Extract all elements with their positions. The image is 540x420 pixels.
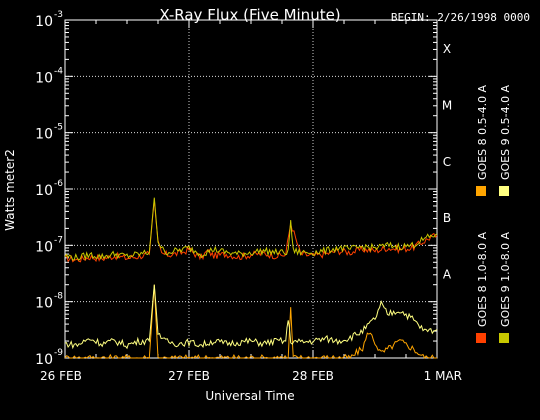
y-axis-ticks: 10-910-810-710-610-510-410-3 bbox=[35, 10, 437, 368]
y-tick-exponent: -5 bbox=[54, 123, 63, 133]
y-tick-exponent: -9 bbox=[54, 348, 63, 358]
y-axis-label: Watts meter2 bbox=[3, 149, 17, 231]
legend-label: GOES 8 0.5-4.0 A bbox=[476, 84, 489, 180]
legend-label: GOES 9 0.5-4.0 A bbox=[499, 84, 512, 180]
y-tick-label: 10 bbox=[35, 70, 53, 86]
y-tick-label: 10 bbox=[35, 183, 53, 199]
flare-class-labels: A B C M X bbox=[442, 42, 452, 281]
legend-swatch bbox=[476, 333, 486, 343]
series-line bbox=[64, 284, 437, 360]
y-tick-exponent: -4 bbox=[54, 66, 63, 76]
grid-lines bbox=[65, 20, 437, 358]
y-tick-label: 10 bbox=[35, 14, 53, 30]
series-line bbox=[64, 199, 438, 263]
y-tick-exponent: -8 bbox=[54, 292, 63, 302]
y-tick-exponent: -7 bbox=[54, 235, 63, 245]
x-tick-label: 28 FEB bbox=[292, 369, 334, 383]
x-axis-ticks: 26 FEB 27 FEB 28 FEB 1 MAR bbox=[40, 20, 462, 383]
x-axis-label: Universal Time bbox=[205, 389, 294, 403]
legend-swatch bbox=[499, 186, 509, 196]
y-tick-label: 10 bbox=[35, 127, 53, 143]
flare-class-label: A bbox=[443, 268, 452, 282]
flare-class-label: X bbox=[443, 42, 451, 56]
legend-label: GOES 8 1.0-8.0 A bbox=[476, 231, 489, 327]
legend-swatch bbox=[476, 186, 486, 196]
y-tick-label: 10 bbox=[35, 352, 53, 368]
series-lines bbox=[64, 197, 438, 360]
flare-class-label: M bbox=[442, 99, 452, 113]
legend-label: GOES 9 1.0-8.0 A bbox=[499, 231, 512, 327]
x-tick-label: 26 FEB bbox=[40, 369, 82, 383]
x-tick-label: 27 FEB bbox=[168, 369, 210, 383]
series-line bbox=[64, 197, 438, 261]
legend-swatch bbox=[499, 333, 509, 343]
flare-class-label: B bbox=[443, 211, 451, 225]
y-tick-exponent: -3 bbox=[54, 10, 63, 20]
flare-class-label: C bbox=[443, 155, 451, 169]
y-tick-exponent: -6 bbox=[54, 179, 63, 189]
y-tick-label: 10 bbox=[35, 239, 53, 255]
legend: GOES 8 1.0-8.0 A GOES 8 0.5-4.0 A GOES 9 1… bbox=[476, 84, 512, 343]
series-line bbox=[64, 284, 438, 350]
begin-date: BEGIN: 2/26/1998 0000 bbox=[391, 11, 530, 24]
x-tick-label: 1 MAR bbox=[424, 369, 462, 383]
y-tick-label: 10 bbox=[35, 296, 53, 312]
